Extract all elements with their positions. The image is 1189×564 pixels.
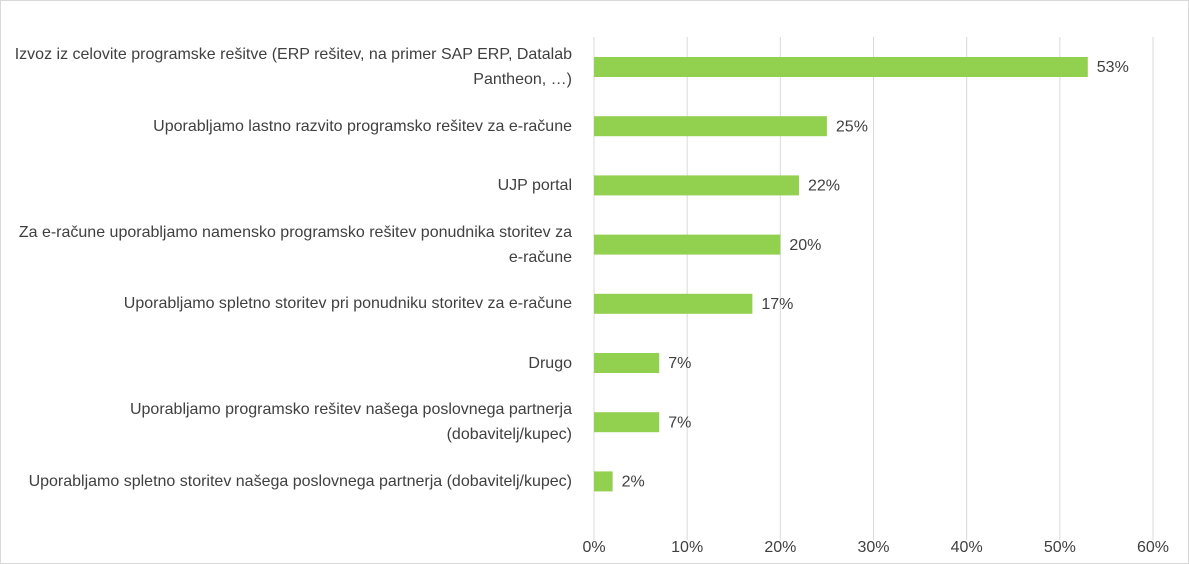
x-tick-label: 30% xyxy=(857,539,889,556)
category-label: Uporabljamo spletno storitev našega posl… xyxy=(28,472,572,490)
bar xyxy=(594,353,660,373)
category-label: Izvoz iz celovite programske rešitve (ER… xyxy=(14,46,572,88)
data-label: 2% xyxy=(622,474,645,491)
data-label: 7% xyxy=(668,414,691,431)
category-label: UJP portal xyxy=(497,176,572,194)
bar xyxy=(594,57,1088,77)
data-label: 25% xyxy=(836,118,868,135)
bar xyxy=(594,471,613,492)
x-tick-label: 40% xyxy=(951,539,983,556)
data-label: 17% xyxy=(761,296,793,313)
bar xyxy=(594,293,753,314)
bar xyxy=(594,234,781,255)
category-label: Za e-račune uporabljamo namensko program… xyxy=(18,223,572,266)
category-label: Uporabljamo spletno storitev pri ponudni… xyxy=(123,295,572,313)
bar xyxy=(594,175,799,196)
bar xyxy=(594,412,660,433)
x-tick-label: 20% xyxy=(764,539,796,556)
category-label: Drugo xyxy=(528,354,572,372)
data-label: 7% xyxy=(668,355,691,372)
bar xyxy=(594,116,827,137)
category-label: Uporabljamo lastno razvito programsko re… xyxy=(153,117,572,135)
data-label: 53% xyxy=(1097,59,1129,76)
x-tick-label: 10% xyxy=(671,539,703,556)
category-label: Uporabljamo programsko rešitev našega po… xyxy=(129,401,572,444)
x-tick-label: 60% xyxy=(1137,539,1169,556)
data-label: 20% xyxy=(789,237,821,254)
data-label: 22% xyxy=(808,178,840,195)
x-tick-label: 50% xyxy=(1044,539,1076,556)
x-tick-label: 0% xyxy=(582,539,605,556)
